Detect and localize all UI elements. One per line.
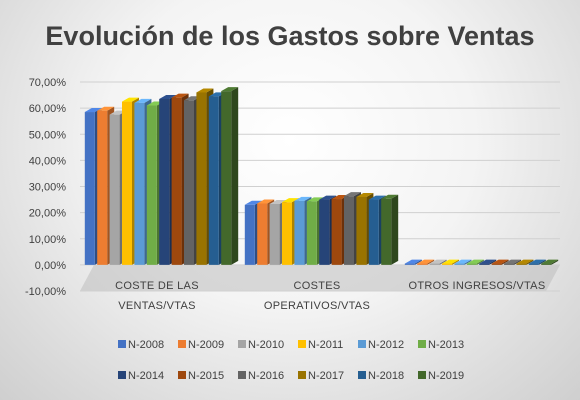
y-tick-label: 20,00% — [29, 208, 67, 220]
chart-floor — [80, 264, 560, 291]
legend-label: N-2010 — [248, 339, 284, 351]
bar-N-2016-cat-3 — [504, 259, 521, 265]
legend-swatch — [178, 371, 186, 379]
bar-N-2018-cat-3 — [528, 259, 546, 265]
legend-item: N-2017 — [298, 370, 344, 382]
legend-item: N-2015 — [178, 370, 224, 382]
y-tick-label: 40,00% — [29, 155, 67, 167]
bar-N-2011-cat-3 — [442, 259, 459, 265]
legend-swatch — [418, 340, 426, 348]
y-tick-label: 30,00% — [29, 182, 67, 194]
x-category-label: OPERATIVOS/VTAS — [264, 300, 370, 312]
y-tick-label: 60,00% — [29, 103, 67, 115]
y-tick-label: 0,00% — [35, 260, 66, 272]
legend-item: N-2010 — [238, 339, 284, 351]
legend-label: N-2018 — [368, 370, 404, 382]
bar-N-2013-cat-3 — [466, 259, 484, 265]
bar-N-2015-cat-3 — [491, 259, 509, 265]
legend-swatch — [178, 340, 186, 348]
x-category-label: OTROS INGRESOS/VTAS — [409, 280, 546, 292]
legend-label: N-2009 — [188, 339, 224, 351]
legend-label: N-2011 — [308, 339, 343, 351]
y-tick-label: 70,00% — [29, 77, 67, 89]
legend-label: N-2017 — [308, 370, 344, 382]
legend-label: N-2013 — [428, 339, 464, 351]
bar-N-2012-cat-3 — [454, 259, 472, 265]
legend-label: N-2016 — [248, 370, 284, 382]
legend-label: N-2008 — [128, 339, 164, 351]
legend-swatch — [118, 371, 126, 379]
y-tick-label: 50,00% — [29, 129, 67, 141]
bar-N-2019-cat-2 — [381, 194, 399, 265]
legend-label: N-2015 — [188, 370, 224, 382]
legend-swatch — [298, 371, 306, 379]
legend-swatch — [118, 340, 126, 348]
x-axis: COSTE DE LAS VENTAS/VTAS COSTES OPERATIVOS/… — [115, 280, 545, 312]
bar-N-2008-cat-3 — [404, 259, 422, 265]
x-category-label: COSTE DE LAS — [115, 280, 199, 292]
chart-title: Evolución de los Gastos sobre Ventas — [45, 21, 534, 51]
legend-item: N-2009 — [178, 339, 224, 351]
legend-item: N-2016 — [238, 370, 284, 382]
y-tick-label: 10,00% — [29, 234, 67, 246]
x-category-label: COSTES — [293, 280, 340, 292]
legend-item: N-2008 — [118, 339, 164, 351]
bar-N-2019-cat-1 — [221, 87, 239, 265]
legend-label: N-2014 — [128, 370, 164, 382]
legend-swatch — [298, 340, 306, 348]
legend-item: N-2014 — [118, 370, 164, 382]
legend-item: N-2013 — [418, 339, 464, 351]
bars — [84, 87, 559, 265]
legend-item: N-2019 — [418, 370, 464, 382]
legend-label: N-2012 — [368, 339, 404, 351]
legend-swatch — [358, 371, 366, 379]
bar-N-2017-cat-3 — [516, 259, 534, 265]
legend-swatch — [238, 340, 246, 348]
legend-swatch — [238, 371, 246, 379]
y-tick-label: -10,00% — [25, 286, 66, 298]
chart-floor-band — [80, 264, 560, 291]
legend: N-2008 N-2009 N-2010 N-2011 N-2012 N-2013 N-20… — [118, 339, 464, 382]
legend-swatch — [418, 371, 426, 379]
bar-N-2010-cat-3 — [429, 259, 447, 265]
bar-N-2019-cat-3 — [541, 259, 559, 265]
y-axis: -10,00% 0,00% 10,00% 20,00% 30,00% 40,00% 50,0… — [25, 77, 66, 298]
legend-item: N-2011 — [298, 339, 343, 351]
legend-swatch — [358, 340, 366, 348]
bar-N-2009-cat-3 — [417, 259, 435, 265]
legend-item: N-2018 — [358, 370, 404, 382]
legend-label: N-2019 — [428, 370, 464, 382]
bar-N-2014-cat-3 — [479, 259, 497, 265]
x-category-label: VENTAS/VTAS — [118, 300, 195, 312]
legend-item: N-2012 — [358, 339, 404, 351]
